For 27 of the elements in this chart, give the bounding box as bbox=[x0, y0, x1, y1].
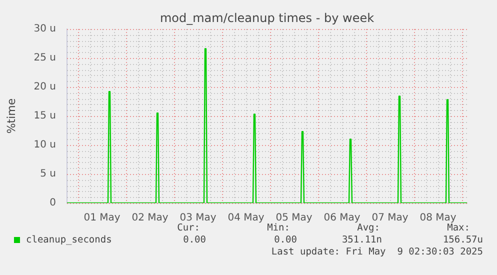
x-tick-label: 03 May bbox=[180, 212, 216, 224]
text: Min: bbox=[267, 222, 290, 234]
text: Last update: Fri May 9 02:30:03 2025 bbox=[271, 246, 483, 258]
x-tick-label: 06 May bbox=[324, 212, 360, 224]
x-tick-label: 01 May bbox=[84, 212, 120, 224]
legend-label: cleanup_seconds bbox=[26, 234, 112, 246]
y-tick-label: 10 u bbox=[34, 140, 56, 151]
y-axis-title: %time bbox=[4, 98, 18, 134]
text: 0.00 bbox=[183, 234, 206, 246]
y-tick-label: 30 u bbox=[34, 24, 56, 35]
y-tick-label: 5 u bbox=[40, 168, 56, 180]
x-tick-label: 02 May bbox=[132, 212, 168, 224]
y-tick-label: 20 u bbox=[34, 82, 56, 93]
chart-title: mod_mam/cleanup times - by week bbox=[160, 11, 374, 26]
text: 0.00 bbox=[274, 234, 298, 246]
y-tick-label: 25 u bbox=[34, 52, 56, 64]
x-tick-label: 05 May bbox=[276, 212, 312, 224]
x-tick-label: 08 May bbox=[420, 212, 456, 224]
x-tick-label: 04 May bbox=[228, 212, 264, 224]
y-tick-label: 15 u bbox=[34, 110, 56, 122]
y-tick-label: 0 bbox=[50, 198, 56, 209]
text: Avg: bbox=[357, 222, 380, 234]
x-tick-label: 07 May bbox=[372, 212, 408, 224]
text: 156.57u bbox=[442, 234, 483, 246]
text: Cur: bbox=[177, 222, 200, 234]
text: Max: bbox=[447, 222, 470, 234]
text: 351.11n bbox=[342, 234, 382, 246]
